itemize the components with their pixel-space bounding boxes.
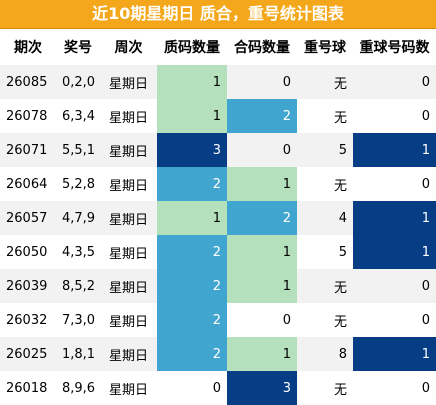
cell-prime-count: 1 <box>157 201 227 235</box>
cell-prime-count: 2 <box>157 303 227 337</box>
cell-composite-count: 2 <box>227 201 297 235</box>
cell-prime-count: 3 <box>157 133 227 167</box>
header-numbers: 奖号 <box>64 40 92 56</box>
cell-repeat-ball: 无 <box>297 269 353 303</box>
cell-weekday: 星期日 <box>100 133 157 167</box>
cell-period: 26071 <box>0 133 56 167</box>
cell-numbers: 7,3,0 <box>56 303 100 337</box>
cell-weekday: 星期日 <box>100 99 157 133</box>
table-row: 26018 8,9,6 星期日 0 3 无 0 <box>0 371 436 405</box>
cell-repeat-ball: 4 <box>297 201 353 235</box>
cell-repeat-ball: 5 <box>297 133 353 167</box>
table-title: 近10期星期日 质合，重号统计图表 <box>0 0 436 29</box>
cell-repeat-count: 0 <box>353 269 436 303</box>
cell-composite-count: 2 <box>227 99 297 133</box>
cell-repeat-count: 0 <box>353 371 436 405</box>
cell-prime-count: 2 <box>157 269 227 303</box>
cell-period: 26025 <box>0 337 56 371</box>
cell-numbers: 4,3,5 <box>56 235 100 269</box>
cell-repeat-count: 1 <box>353 133 436 167</box>
cell-period: 26039 <box>0 269 56 303</box>
cell-repeat-ball: 8 <box>297 337 353 371</box>
cell-weekday: 星期日 <box>100 269 157 303</box>
cell-repeat-count: 0 <box>353 99 436 133</box>
cell-composite-count: 1 <box>227 337 297 371</box>
cell-weekday: 星期日 <box>100 65 157 99</box>
cell-prime-count: 2 <box>157 235 227 269</box>
cell-repeat-ball: 5 <box>297 235 353 269</box>
header-row: 期次 奖号 周次 质码数量 合码数量 重号球 重球号码数 <box>0 29 436 65</box>
cell-prime-count: 2 <box>157 167 227 201</box>
header-prime-count: 质码数量 <box>164 40 220 56</box>
header-repeat-ball: 重号球 <box>304 40 346 56</box>
cell-composite-count: 0 <box>227 133 297 167</box>
cell-prime-count: 1 <box>157 99 227 133</box>
cell-composite-count: 1 <box>227 235 297 269</box>
cell-numbers: 8,9,6 <box>56 371 100 405</box>
table-row: 26032 7,3,0 星期日 2 0 无 0 <box>0 303 436 337</box>
table-row: 26085 0,2,0 星期日 1 0 无 0 <box>0 65 436 99</box>
cell-repeat-count: 0 <box>353 65 436 99</box>
table-body: 26085 0,2,0 星期日 1 0 无 0 26078 6,3,4 星期日 1 2 无 0 26071 5… <box>0 65 436 405</box>
cell-repeat-ball: 无 <box>297 371 353 405</box>
cell-weekday: 星期日 <box>100 201 157 235</box>
cell-repeat-count: 1 <box>353 235 436 269</box>
cell-repeat-ball: 无 <box>297 303 353 337</box>
table-row: 26050 4,3,5 星期日 2 1 5 1 <box>0 235 436 269</box>
cell-numbers: 8,5,2 <box>56 269 100 303</box>
header-repeat-count: 重球号码数 <box>359 40 430 56</box>
table-row: 26078 6,3,4 星期日 1 2 无 0 <box>0 99 436 133</box>
table-row: 26064 5,2,8 星期日 2 1 无 0 <box>0 167 436 201</box>
cell-weekday: 星期日 <box>100 167 157 201</box>
cell-weekday: 星期日 <box>100 337 157 371</box>
cell-repeat-ball: 无 <box>297 167 353 201</box>
cell-prime-count: 1 <box>157 65 227 99</box>
stats-table: 期次 奖号 周次 质码数量 合码数量 重号球 重球号码数 26085 0,2,0 星… <box>0 29 436 405</box>
cell-period: 26032 <box>0 303 56 337</box>
cell-repeat-count: 1 <box>353 337 436 371</box>
cell-repeat-count: 0 <box>353 167 436 201</box>
cell-period: 26078 <box>0 99 56 133</box>
cell-composite-count: 1 <box>227 269 297 303</box>
cell-composite-count: 3 <box>227 371 297 405</box>
cell-composite-count: 0 <box>227 303 297 337</box>
cell-composite-count: 1 <box>227 167 297 201</box>
cell-period: 26057 <box>0 201 56 235</box>
cell-period: 26018 <box>0 371 56 405</box>
cell-weekday: 星期日 <box>100 235 157 269</box>
cell-period: 26050 <box>0 235 56 269</box>
cell-numbers: 1,8,1 <box>56 337 100 371</box>
cell-prime-count: 0 <box>157 371 227 405</box>
table-row: 26025 1,8,1 星期日 2 1 8 1 <box>0 337 436 371</box>
cell-weekday: 星期日 <box>100 303 157 337</box>
cell-composite-count: 0 <box>227 65 297 99</box>
cell-prime-count: 2 <box>157 337 227 371</box>
cell-repeat-count: 0 <box>353 303 436 337</box>
cell-repeat-ball: 无 <box>297 65 353 99</box>
table-row: 26039 8,5,2 星期日 2 1 无 0 <box>0 269 436 303</box>
table-row: 26057 4,7,9 星期日 1 2 4 1 <box>0 201 436 235</box>
table-row: 26071 5,5,1 星期日 3 0 5 1 <box>0 133 436 167</box>
cell-numbers: 5,2,8 <box>56 167 100 201</box>
cell-period: 26085 <box>0 65 56 99</box>
cell-period: 26064 <box>0 167 56 201</box>
header-composite-count: 合码数量 <box>234 40 290 56</box>
cell-numbers: 4,7,9 <box>56 201 100 235</box>
cell-weekday: 星期日 <box>100 371 157 405</box>
cell-numbers: 0,2,0 <box>56 65 100 99</box>
cell-repeat-count: 1 <box>353 201 436 235</box>
header-period: 期次 <box>14 40 42 56</box>
cell-repeat-ball: 无 <box>297 99 353 133</box>
cell-numbers: 6,3,4 <box>56 99 100 133</box>
header-weekday: 周次 <box>114 40 143 56</box>
cell-numbers: 5,5,1 <box>56 133 100 167</box>
